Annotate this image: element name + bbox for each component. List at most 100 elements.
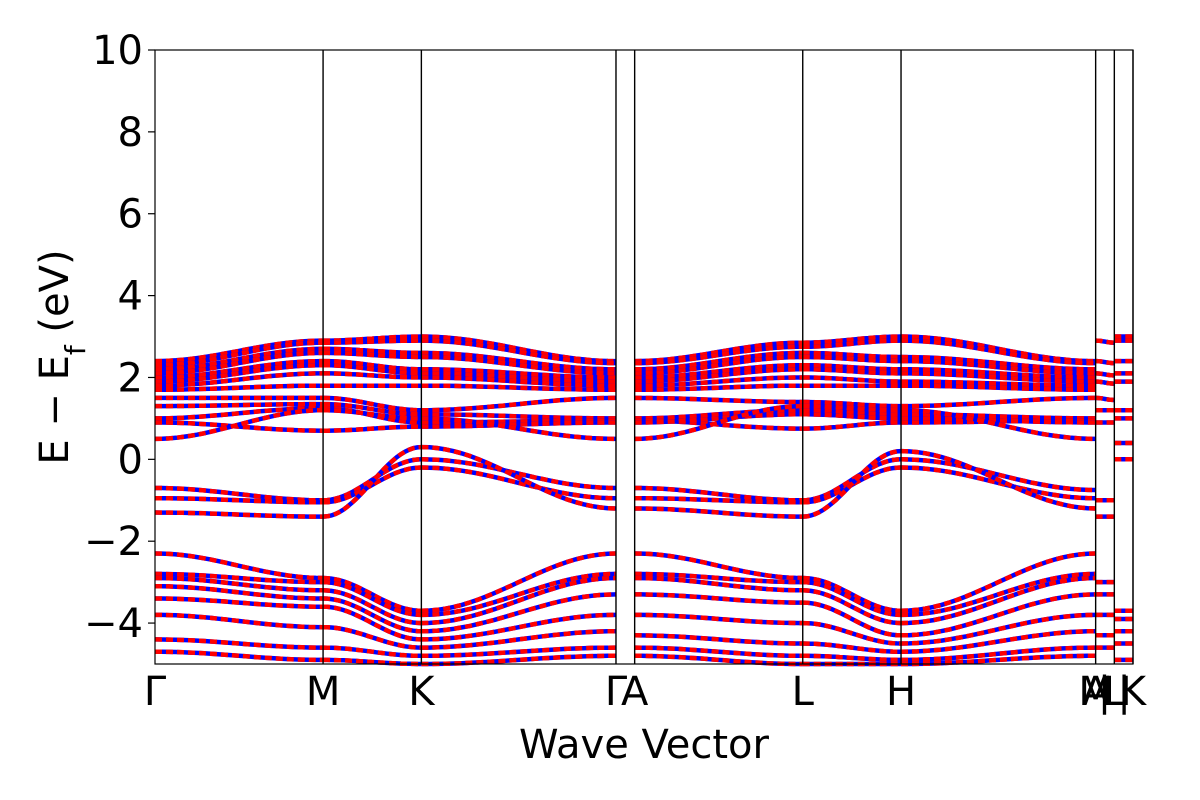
y-axis-ticks: −4 −2 0 2 4 6 8 10 bbox=[84, 28, 155, 647]
y-axis-title-suffix: (eV) bbox=[32, 249, 78, 345]
band-line-spin-down bbox=[323, 401, 422, 417]
band-line-spin-down bbox=[802, 375, 902, 384]
band-line-spin-down bbox=[421, 465, 617, 501]
band-line-spin-up bbox=[900, 465, 1096, 501]
x-tick-label: | bbox=[1117, 669, 1130, 715]
band-line-spin-down bbox=[154, 338, 324, 364]
band-line-spin-up bbox=[421, 354, 617, 376]
band-line-spin-down bbox=[155, 401, 324, 409]
band-line-spin-down bbox=[634, 375, 803, 388]
band-line-spin-down bbox=[154, 510, 324, 519]
band-line-spin-down bbox=[900, 592, 1096, 638]
y-tick-label: 10 bbox=[92, 28, 143, 74]
band-line-spin-down bbox=[634, 592, 803, 605]
band-line-spin-down bbox=[802, 575, 902, 614]
band-line-spin-up bbox=[421, 375, 617, 388]
band-line-spin-down bbox=[634, 506, 803, 519]
band-line-spin-down bbox=[155, 383, 324, 392]
x-tick-label: M bbox=[1078, 669, 1113, 715]
band-line-spin-down bbox=[154, 575, 324, 593]
band-line-spin-up bbox=[901, 358, 1096, 376]
band-line-spin-up bbox=[901, 416, 1096, 425]
band-line-spin-down bbox=[323, 657, 422, 667]
band-line-spin-down bbox=[634, 407, 803, 421]
band-line-spin-down bbox=[634, 412, 803, 425]
band-line-spin-up bbox=[900, 407, 1096, 442]
band-line-spin-down bbox=[154, 358, 324, 380]
band-line-spin-down bbox=[634, 350, 803, 372]
band-line-spin-down bbox=[802, 334, 902, 345]
band-line-spin-down bbox=[154, 583, 324, 601]
band-line-spin-down bbox=[323, 407, 422, 421]
band-line-spin-down bbox=[154, 407, 324, 442]
band-line-spin-up bbox=[900, 354, 1096, 372]
band-line-spin-up bbox=[900, 629, 1096, 654]
band-line-spin-down bbox=[1095, 379, 1115, 386]
band-line-spin-down bbox=[421, 551, 617, 614]
band-line-spin-down bbox=[900, 551, 1096, 614]
x-tick-label: A bbox=[621, 669, 649, 715]
band-line-spin-up bbox=[901, 367, 1096, 380]
band-line-spin-up bbox=[421, 367, 617, 380]
band-line-spin-up bbox=[421, 629, 616, 650]
band-line-spin-down bbox=[154, 637, 324, 650]
band-line-spin-down bbox=[154, 649, 324, 663]
band-line-spin-down bbox=[322, 444, 422, 519]
band-line-spin-up bbox=[901, 645, 1096, 663]
x-tick-label: Γ bbox=[605, 669, 628, 715]
band-line-spin-down bbox=[634, 633, 803, 646]
x-axis-ticks: Γ M K ΓA L H AM|L|K bbox=[144, 669, 1148, 715]
band-line-spin-down bbox=[802, 350, 901, 360]
band-line-spin-down bbox=[802, 420, 901, 431]
band-line-spin-up bbox=[901, 395, 1096, 409]
band-line-spin-down bbox=[802, 412, 901, 421]
band-line-spin-down bbox=[900, 457, 1096, 493]
band-line-spin-down bbox=[322, 457, 422, 503]
band-line-spin-down bbox=[802, 653, 901, 663]
band-line-spin-down bbox=[1095, 338, 1115, 345]
band-line-spin-down bbox=[900, 575, 1096, 626]
band-line-spin-down bbox=[154, 340, 324, 368]
band-line-spin-up bbox=[900, 338, 1096, 366]
band-line-spin-down bbox=[421, 444, 617, 511]
band-line-spin-down bbox=[323, 346, 422, 356]
y-tick-label: −2 bbox=[84, 519, 143, 565]
x-tick-label: L bbox=[792, 669, 815, 715]
x-tick-label: A bbox=[1082, 669, 1110, 715]
band-line-spin-down bbox=[154, 350, 324, 376]
band-line-spin-down bbox=[802, 407, 901, 417]
band-line-spin-down bbox=[155, 495, 324, 505]
band-line-spin-down bbox=[155, 612, 324, 630]
band-line-spin-down bbox=[634, 575, 803, 593]
band-line-spin-down bbox=[634, 383, 803, 392]
band-line-spin-down bbox=[323, 362, 422, 376]
band-line-spin-down bbox=[154, 571, 324, 585]
band-line-spin-down bbox=[802, 403, 901, 413]
band-line-spin-up bbox=[901, 379, 1096, 388]
y-tick-label: 8 bbox=[118, 110, 143, 156]
band-line-spin-down bbox=[154, 362, 324, 384]
x-axis-title: Wave Vector bbox=[519, 722, 770, 768]
band-line-spin-down bbox=[323, 624, 422, 650]
band-line-spin-down bbox=[802, 620, 902, 646]
band-line-spin-down bbox=[634, 612, 803, 626]
band-line-spin-down bbox=[323, 604, 422, 642]
band-line-spin-down bbox=[802, 588, 902, 626]
band-line-spin-down bbox=[634, 403, 803, 442]
band-line-spin-down bbox=[802, 399, 901, 409]
band-line-spin-down bbox=[322, 588, 422, 626]
band-line-spin-up bbox=[421, 645, 617, 659]
band-line-spin-down bbox=[900, 571, 1096, 618]
band-line-spin-down bbox=[634, 344, 803, 366]
band-line-spin-down bbox=[634, 362, 803, 380]
band-line-spin-down bbox=[421, 592, 617, 634]
band-line-spin-down bbox=[634, 645, 803, 659]
x-tick-label: H bbox=[886, 669, 916, 715]
band-line-spin-down bbox=[322, 575, 422, 614]
band-line-spin-down bbox=[802, 579, 902, 618]
band-line-spin-down bbox=[634, 485, 803, 503]
band-line-spin-down bbox=[323, 338, 422, 345]
band-line-spin-down bbox=[802, 641, 901, 654]
band-line-spin-down bbox=[154, 551, 324, 581]
